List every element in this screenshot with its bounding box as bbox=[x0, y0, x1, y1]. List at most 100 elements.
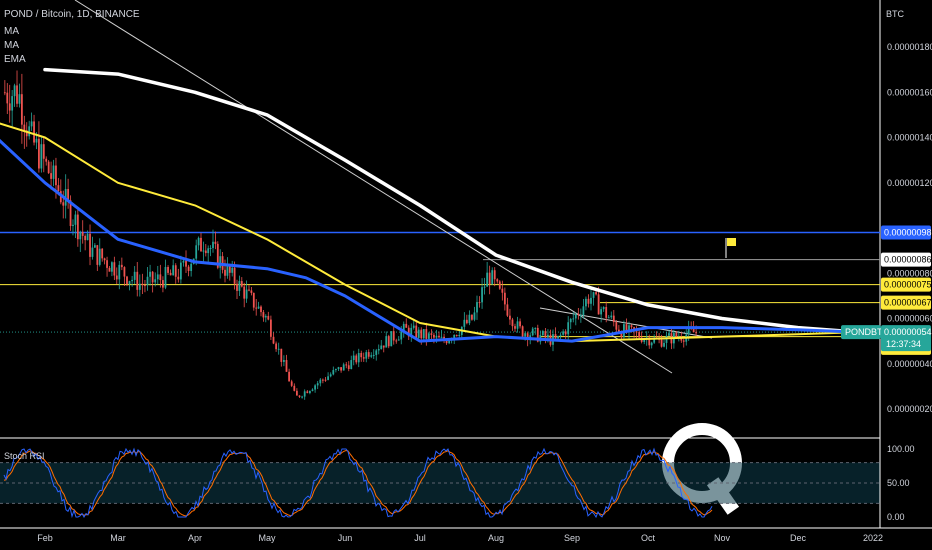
candle-body bbox=[534, 327, 537, 329]
candle-body bbox=[628, 325, 630, 333]
candle-body bbox=[402, 323, 405, 332]
candle-body bbox=[151, 271, 154, 283]
time-tick-label: Nov bbox=[714, 533, 731, 543]
candle-body bbox=[453, 334, 456, 340]
candle-body bbox=[610, 315, 613, 318]
candle-body bbox=[483, 286, 486, 288]
price-tick-label: 0.00000020 bbox=[887, 404, 932, 414]
candle-body bbox=[146, 276, 149, 286]
trend-line-descending bbox=[74, 0, 673, 374]
candle-body bbox=[149, 271, 151, 277]
time-axis[interactable]: Feb Mar Apr May Jun Jul Aug Sep Oct Nov Dec 2022 bbox=[37, 533, 883, 543]
candle-body bbox=[380, 345, 383, 350]
candle-body bbox=[154, 279, 157, 283]
candle-body bbox=[382, 345, 385, 348]
candle-body bbox=[20, 94, 23, 125]
candle-body bbox=[33, 121, 35, 143]
time-tick-label: Sep bbox=[564, 533, 580, 543]
candle-body bbox=[86, 233, 89, 241]
candle-body bbox=[62, 202, 65, 206]
candle-body bbox=[412, 325, 415, 328]
candle-body bbox=[141, 283, 144, 286]
candle-body bbox=[98, 248, 101, 265]
candle-body bbox=[668, 333, 670, 336]
stoch-guides bbox=[0, 462, 880, 504]
price-axis[interactable]: 0.00000180 0.00000160 0.00000140 0.00000120… bbox=[887, 42, 932, 414]
candle-body bbox=[675, 332, 678, 338]
candle-body bbox=[167, 266, 169, 273]
candle-body bbox=[238, 281, 241, 291]
candle-body bbox=[23, 124, 26, 131]
candle-body bbox=[481, 287, 483, 303]
candle-body bbox=[385, 336, 388, 348]
candle-body bbox=[367, 352, 370, 357]
indicator-ma-2[interactable]: MA bbox=[4, 40, 19, 51]
candle-body bbox=[144, 285, 146, 287]
countdown-label: 12:37:34 bbox=[886, 339, 921, 349]
candle-body bbox=[350, 360, 353, 369]
candle-body bbox=[182, 260, 185, 263]
price-badge bbox=[881, 295, 931, 310]
chart-title[interactable]: POND / Bitcoin, 1D, BINANCE bbox=[4, 9, 140, 20]
symbol-badge-label: PONDBTC bbox=[845, 327, 890, 337]
candle-body bbox=[524, 333, 527, 337]
candle-body bbox=[377, 349, 380, 351]
candle-body bbox=[486, 272, 489, 287]
candle-body bbox=[400, 331, 403, 340]
stoch-axis[interactable]: 100.00 50.00 0.00 bbox=[887, 444, 915, 522]
candle-body bbox=[40, 144, 43, 169]
candle-body bbox=[329, 374, 332, 377]
candle-body bbox=[111, 262, 113, 272]
candle-body bbox=[438, 335, 440, 338]
candle-body bbox=[541, 331, 544, 336]
candle-body bbox=[228, 265, 231, 273]
trend-lines[interactable] bbox=[74, 0, 713, 374]
candle-body bbox=[579, 315, 582, 317]
candle-body bbox=[30, 121, 33, 127]
candle-body bbox=[395, 340, 398, 342]
candle-body bbox=[103, 258, 106, 261]
last-price-badge bbox=[881, 325, 931, 352]
candle-body bbox=[226, 265, 229, 276]
candle-body bbox=[204, 250, 207, 254]
candle-body bbox=[314, 385, 316, 390]
price-tick-label: 0.00000040 bbox=[887, 359, 932, 369]
flag-icon[interactable] bbox=[725, 238, 736, 258]
indicator-ema[interactable]: EMA bbox=[4, 54, 26, 65]
candle-body bbox=[503, 292, 506, 305]
candle-body bbox=[91, 247, 94, 257]
candle-body bbox=[136, 271, 139, 290]
candle-body bbox=[345, 364, 348, 366]
candle-body bbox=[270, 319, 272, 337]
symbol-badge bbox=[841, 325, 881, 340]
candle-body bbox=[131, 279, 134, 282]
candle-body bbox=[126, 276, 128, 285]
candle-body bbox=[648, 337, 651, 346]
candle-body bbox=[164, 266, 167, 288]
candle-body bbox=[397, 339, 400, 341]
candle-body bbox=[303, 391, 306, 397]
price-badge-label: 0.00000067 bbox=[884, 298, 932, 308]
price-tick-label: 0.00000160 bbox=[887, 87, 932, 97]
candle-body bbox=[630, 325, 633, 328]
candle-body bbox=[327, 376, 329, 380]
price-badges[interactable]: 0.00000098 0.00000086 0.00000075 0.00000067… bbox=[841, 225, 932, 355]
indicator-ma-1[interactable]: MA bbox=[4, 26, 19, 37]
candle-body bbox=[387, 336, 390, 347]
candle-body bbox=[564, 331, 567, 335]
candle-body bbox=[415, 325, 418, 338]
candle-body bbox=[283, 360, 285, 362]
candle-body bbox=[544, 331, 547, 338]
candle-body bbox=[620, 332, 623, 338]
candle-body bbox=[275, 343, 277, 350]
candle-body bbox=[516, 321, 519, 329]
candle-body bbox=[133, 271, 136, 280]
candle-body bbox=[337, 367, 340, 370]
price-badge bbox=[881, 277, 931, 292]
candle-body bbox=[322, 379, 324, 381]
candle-body bbox=[506, 304, 509, 316]
candle-body bbox=[174, 265, 177, 277]
price-tick-label: 0.00000120 bbox=[887, 178, 932, 188]
candle-body bbox=[257, 306, 260, 309]
